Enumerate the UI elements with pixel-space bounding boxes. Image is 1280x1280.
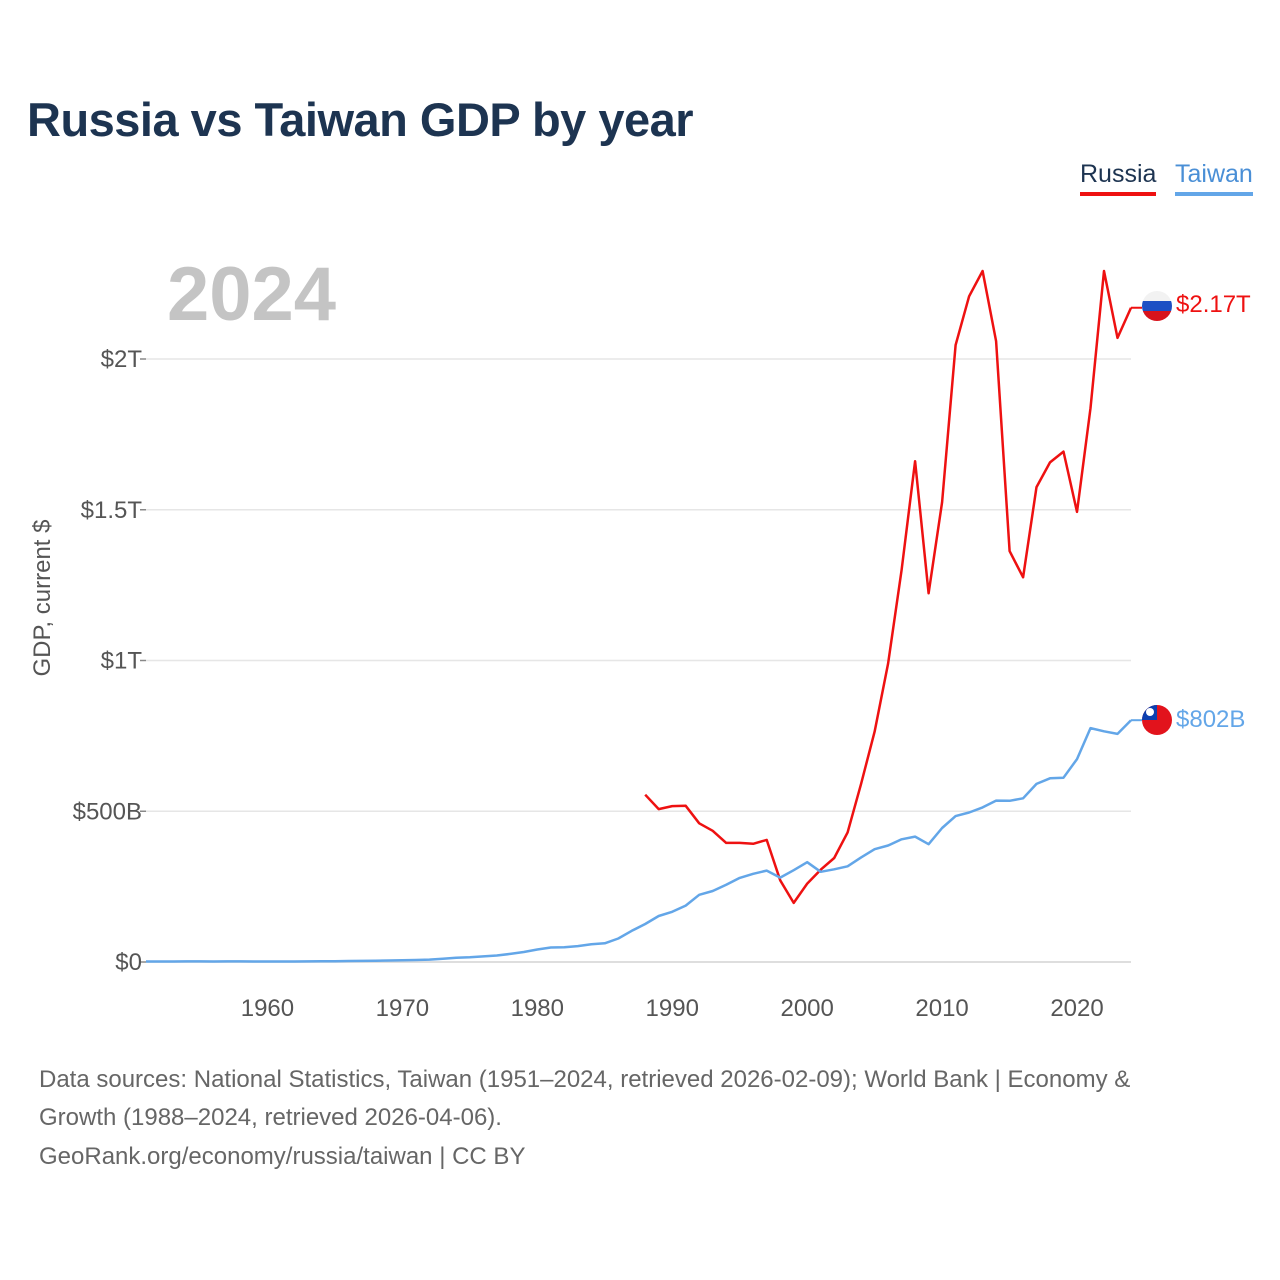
x-tick-label: 1990 (646, 995, 699, 1022)
data-sources-line-2: Growth (1988–2024, retrieved 2026-04-06)… (39, 1104, 502, 1131)
taiwan-flag-icon (1142, 705, 1172, 735)
x-tick-label: 2000 (780, 995, 833, 1022)
taiwan-end-value: $802B (1176, 706, 1245, 733)
series-endpoints: $2.17T $802B (1142, 291, 1251, 735)
y-tick-label: $1.5T (81, 497, 143, 524)
year-label: 2024 (167, 252, 336, 337)
x-tick-label: 1960 (241, 995, 294, 1022)
y-tick-label: $0 (115, 949, 142, 976)
x-tick-label: 1970 (376, 995, 429, 1022)
series-line-taiwan (146, 719, 1132, 963)
y-tick-label: $500B (73, 798, 142, 825)
gridlines: $0 $500B $1T $1.5T $2T (73, 346, 1131, 976)
x-tick-label: 1980 (511, 995, 564, 1022)
x-tick-label: 2020 (1050, 995, 1103, 1022)
x-axis: 1960 1970 1980 1990 2000 2010 2020 (146, 961, 1131, 1022)
y-axis-label: GDP, current $ (29, 520, 56, 677)
legend-taiwan[interactable]: Taiwan (1175, 160, 1253, 196)
y-tick-label: $1T (101, 648, 143, 675)
x-tick-label: 2010 (915, 995, 968, 1022)
series-line-russia (644, 269, 1133, 905)
credit-link[interactable]: GeoRank.org/economy/russia/taiwan | CC B… (39, 1143, 526, 1170)
data-sources-line-1: Data sources: National Statistics, Taiwa… (39, 1066, 1131, 1093)
russia-flag-icon (1142, 291, 1172, 321)
chart-title: Russia vs Taiwan GDP by year (27, 93, 694, 146)
series-lines (146, 269, 1142, 963)
y-tick-label: $2T (101, 346, 143, 373)
russia-end-value: $2.17T (1176, 291, 1251, 318)
legend-russia[interactable]: Russia (1080, 160, 1157, 196)
